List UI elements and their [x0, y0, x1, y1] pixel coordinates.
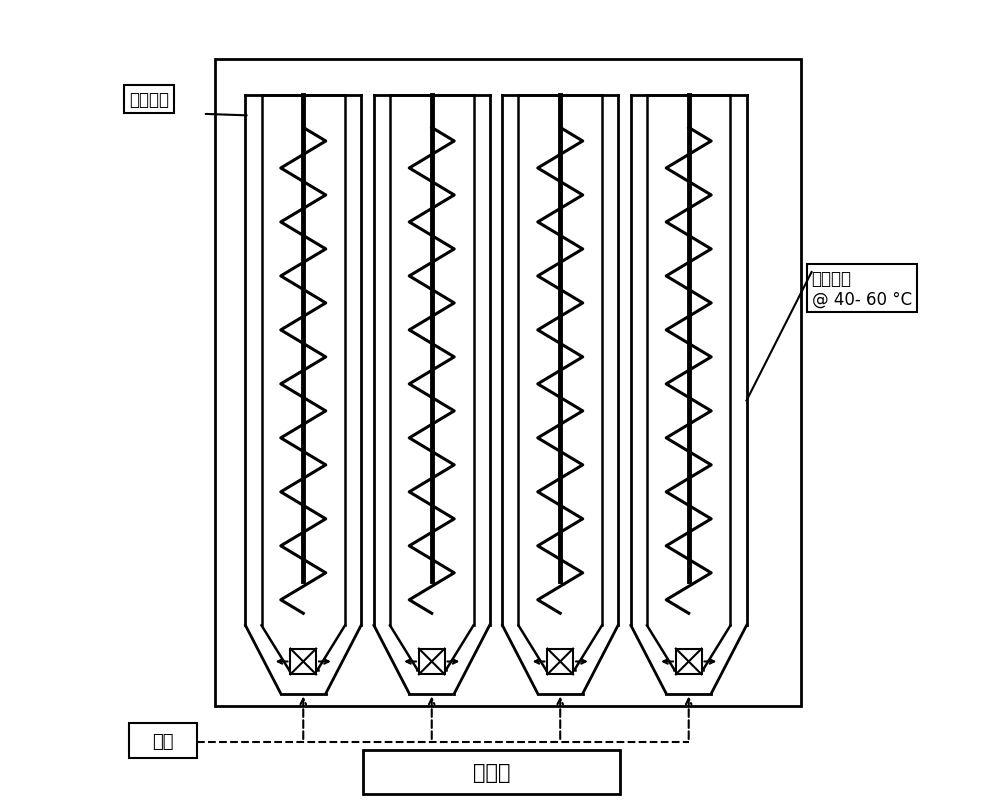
Text: 空气: 空气 — [152, 731, 174, 750]
Bar — [290, 649, 316, 674]
Bar — [547, 649, 573, 674]
Bar — [363, 750, 620, 794]
Bar — [215, 60, 801, 706]
Text: 加热装置
@ 40- 60 °C: 加热装置 @ 40- 60 °C — [812, 269, 912, 308]
Text: 烘干机: 烘干机 — [473, 762, 511, 782]
Bar — [676, 649, 702, 674]
Bar — [419, 649, 445, 674]
Text: 温和混合: 温和混合 — [129, 91, 169, 109]
Bar — [129, 723, 197, 758]
